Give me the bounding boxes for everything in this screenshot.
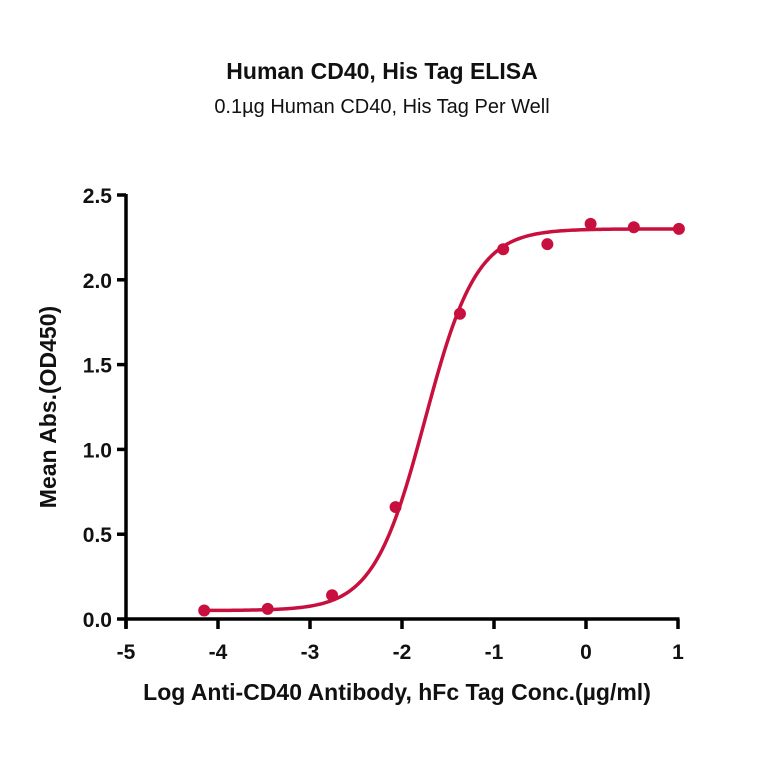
x-tick-label: -4 [209, 641, 228, 664]
data-point [261, 602, 274, 615]
data-point [627, 221, 640, 234]
y-tick-label: 1.0 [83, 439, 112, 462]
data-point [541, 238, 554, 251]
data-points [198, 217, 685, 617]
data-point [326, 589, 339, 602]
chart-title: Human CD40, His Tag ELISA [226, 58, 538, 84]
y-tick-label: 1.5 [83, 355, 113, 378]
y-tick-label: 2.0 [83, 270, 112, 293]
y-axis-label: Mean Abs.(OD450) [35, 306, 61, 508]
x-tick-label: -3 [301, 641, 320, 664]
x-tick-label: 1 [672, 641, 684, 664]
y-tick-label: 0.5 [83, 524, 113, 547]
data-point [453, 307, 466, 320]
data-point [672, 222, 685, 235]
axes: 0.0 0.5 1.0 1.5 2.0 2.5 -5 -4 -3 -2 -1 0 1 [83, 185, 684, 664]
x-tick-label: 0 [580, 641, 592, 664]
data-point [389, 501, 402, 514]
data-point [584, 217, 597, 230]
chart-subtitle: 0.1µg Human CD40, His Tag Per Well [214, 96, 550, 118]
fit-curve [204, 227, 679, 613]
y-tick-label: 2.5 [83, 185, 113, 208]
x-tick-label: -5 [117, 641, 136, 664]
data-point [497, 243, 510, 256]
x-tick-label: -1 [485, 641, 504, 664]
data-point [198, 604, 211, 617]
x-tick-label: -2 [393, 641, 412, 664]
x-axis-label: Log Anti-CD40 Antibody, hFc Tag Conc.(µg… [143, 679, 651, 705]
y-tick-label: 0.0 [83, 609, 112, 632]
